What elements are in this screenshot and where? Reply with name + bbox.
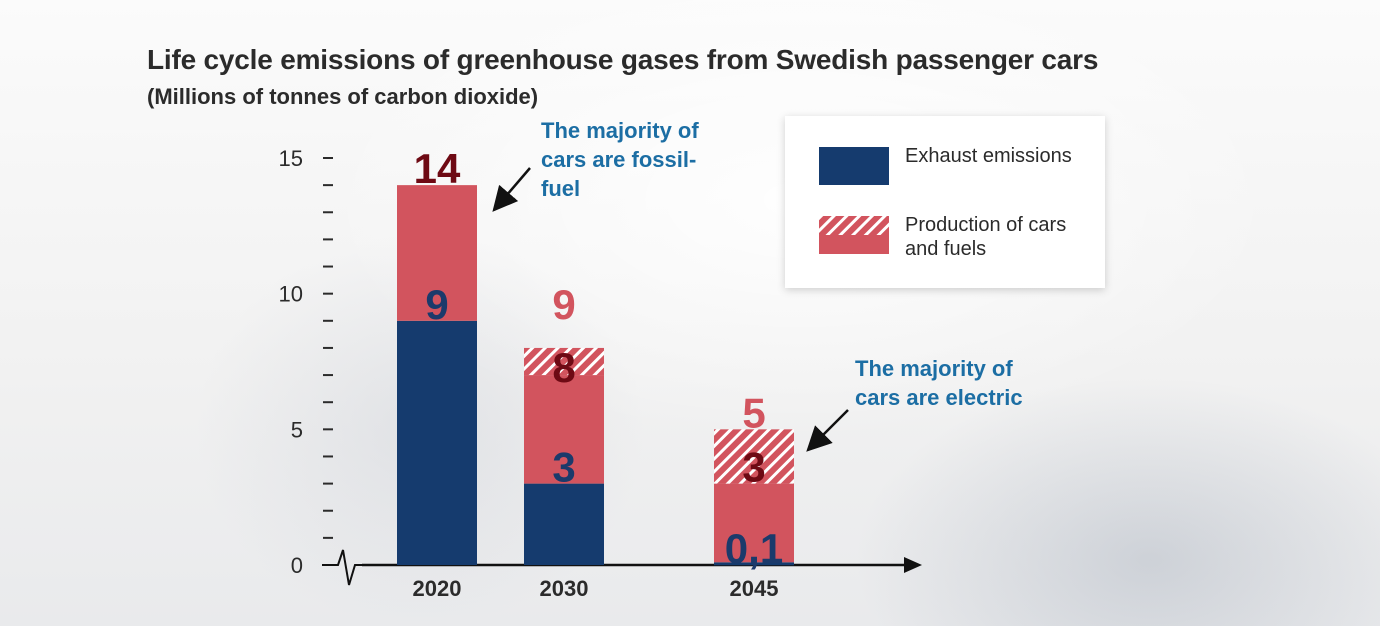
arrow-electric <box>806 409 849 452</box>
data-label-total: 9 <box>552 281 575 328</box>
arrow-fossil <box>492 167 531 212</box>
bar-exhaust <box>714 562 794 566</box>
legend: Exhaust emissions Production of cars and… <box>785 116 1105 288</box>
bar-production <box>714 483 794 563</box>
y-tick-label: 10 <box>279 282 303 307</box>
y-tick-label: 5 <box>291 417 303 442</box>
x-axis-arrow <box>904 557 922 573</box>
x-tick-label: 2020 <box>413 576 462 601</box>
bar-production-hatched <box>714 429 794 484</box>
legend-label-exhaust: Exhaust emissions <box>905 145 1072 167</box>
legend-swatch-exhaust <box>819 147 889 185</box>
data-label-cumulative: 8 <box>552 344 575 391</box>
data-label-exhaust: 9 <box>425 281 448 328</box>
y-tick-label: 0 <box>291 553 303 578</box>
data-label-exhaust: 3 <box>552 444 575 491</box>
chart-subtitle: (Millions of tonnes of carbon dioxide) <box>147 84 539 109</box>
legend-label-production: Production of cars and fuels <box>905 214 1067 260</box>
x-tick-label: 2045 <box>730 576 779 601</box>
x-tick-label: 2030 <box>540 576 589 601</box>
bar-exhaust <box>397 320 477 565</box>
data-label-cumulative: 3 <box>742 444 765 491</box>
annotation-fossil-fuel: The majority of cars are fossil-fuel <box>541 118 699 201</box>
chart-title: Life cycle emissions of greenhouse gases… <box>147 44 1099 75</box>
data-label-total: 5 <box>742 389 765 436</box>
bar-production <box>397 185 477 321</box>
legend-swatch-production <box>819 216 889 254</box>
bar-production <box>524 375 604 484</box>
data-label-exhaust: 0,1 <box>725 525 783 572</box>
data-label-total: 14 <box>414 145 461 192</box>
x-axis-break <box>322 549 362 586</box>
annotation-electric: The majority of cars are electric <box>855 356 1023 410</box>
bar-exhaust <box>524 483 604 565</box>
bar-production-hatched <box>524 347 604 376</box>
y-tick-label: 15 <box>279 146 303 171</box>
